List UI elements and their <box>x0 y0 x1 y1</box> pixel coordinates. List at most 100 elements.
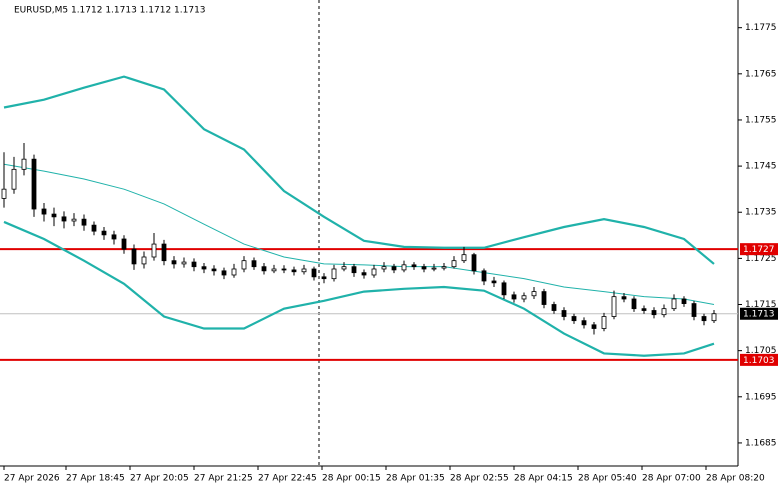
candle-body <box>491 280 497 284</box>
x-tick-label: 27 Apr 22:45 <box>258 474 317 484</box>
candle-body <box>31 158 37 210</box>
candle-body <box>641 308 647 311</box>
candle-body <box>631 298 637 310</box>
current-price-box <box>740 307 778 320</box>
candle-body <box>81 218 87 226</box>
candle-body <box>671 298 677 310</box>
candle-body <box>21 158 27 170</box>
chart-title: EURUSD,M5 1.1712 1.1713 1.1712 1.1713 <box>14 6 206 16</box>
candle-body <box>661 308 667 316</box>
x-tick-label: 28 Apr 04:15 <box>514 474 573 484</box>
candle-body <box>221 270 227 276</box>
candle-body <box>441 266 447 269</box>
y-tick-label: 1.1775 <box>745 23 777 33</box>
bollinger-band <box>3 163 715 306</box>
level-label-box <box>740 243 778 256</box>
candle-body <box>551 304 557 311</box>
candle-body <box>691 303 697 317</box>
candle-body <box>621 296 627 300</box>
y-tick-label: 1.1735 <box>745 208 777 218</box>
y-tick-label: 1.1765 <box>745 69 777 79</box>
y-tick-label: 1.1745 <box>745 162 777 172</box>
x-tick-label: 28 Apr 07:00 <box>642 474 701 484</box>
level-label: 1.1727 <box>743 245 775 255</box>
x-tick-label: 28 Apr 00:15 <box>322 474 381 484</box>
y-tick-label: 1.1705 <box>745 346 777 356</box>
candle-body <box>141 256 147 265</box>
candle-body <box>531 291 537 297</box>
bollinger-band <box>3 220 715 357</box>
candle-body <box>561 310 567 317</box>
candle-body <box>161 243 167 262</box>
candle-body <box>541 291 547 305</box>
candle-body <box>411 264 417 268</box>
level-label: 1.1703 <box>743 356 775 366</box>
y-tick-label: 1.1695 <box>745 392 777 402</box>
candle-body <box>151 243 157 258</box>
candle-body <box>391 266 397 271</box>
candle-body <box>311 268 317 278</box>
candle-body <box>681 298 687 304</box>
candle-body <box>711 313 717 322</box>
candle-body <box>511 294 517 300</box>
candle-body <box>471 254 477 272</box>
candle-body <box>101 230 107 236</box>
y-tick-label: 1.1685 <box>745 438 777 448</box>
current-price-label: 1.1713 <box>743 310 775 320</box>
y-tick-label: 1.1755 <box>745 115 777 125</box>
candle-body <box>321 276 327 280</box>
candle-body <box>291 269 297 273</box>
x-tick-label: 27 Apr 18:45 <box>66 474 125 484</box>
candle-body <box>111 234 117 240</box>
candle-body <box>211 268 217 272</box>
level-label-box <box>740 353 778 366</box>
candle-body <box>51 213 57 218</box>
candle-body <box>611 296 617 317</box>
candle-body <box>401 264 407 271</box>
candle-body <box>591 324 597 329</box>
candle-body <box>501 282 507 296</box>
x-tick-label: 28 Apr 02:55 <box>450 474 509 484</box>
candle-body <box>251 260 257 268</box>
candle-body <box>191 261 197 268</box>
y-tick-label: 1.1715 <box>745 300 777 310</box>
x-tick-label: 27 Apr 21:25 <box>194 474 253 484</box>
candle-body <box>381 266 387 270</box>
candle-body <box>91 224 97 232</box>
candle-body <box>281 268 287 271</box>
candle-body <box>231 268 237 276</box>
candle-body <box>571 316 577 322</box>
candle-body <box>481 270 487 282</box>
candle-body <box>41 208 47 215</box>
candle-body <box>121 238 127 250</box>
candle-body <box>201 266 207 270</box>
candle-body <box>371 268 377 276</box>
candle-body <box>131 248 137 265</box>
candle-body <box>651 310 657 316</box>
bollinger-band <box>3 75 715 265</box>
candle-body <box>61 216 67 222</box>
candle-body <box>351 266 357 274</box>
candle-body <box>701 316 707 322</box>
candle-body <box>431 267 437 270</box>
x-tick-label: 28 Apr 01:35 <box>386 474 445 484</box>
candle-body <box>601 316 607 329</box>
candle-body <box>261 266 267 272</box>
candle-body <box>461 254 467 262</box>
candle-body <box>421 266 427 270</box>
x-tick-label: 27 Apr 20:05 <box>130 474 189 484</box>
candle-body <box>301 268 307 273</box>
candle-body <box>11 168 17 190</box>
x-tick-label: 28 Apr 08:20 <box>706 474 765 484</box>
x-tick-label: 27 Apr 2026 <box>4 474 60 484</box>
candle-body <box>241 260 247 270</box>
candle-body <box>71 218 77 222</box>
candle-body <box>521 295 527 300</box>
candle-body <box>331 268 337 280</box>
y-tick-label: 1.1725 <box>745 254 777 264</box>
candle-body <box>451 260 457 268</box>
candle-body <box>171 260 177 265</box>
candle-body <box>341 266 347 270</box>
candle-body <box>271 268 277 272</box>
